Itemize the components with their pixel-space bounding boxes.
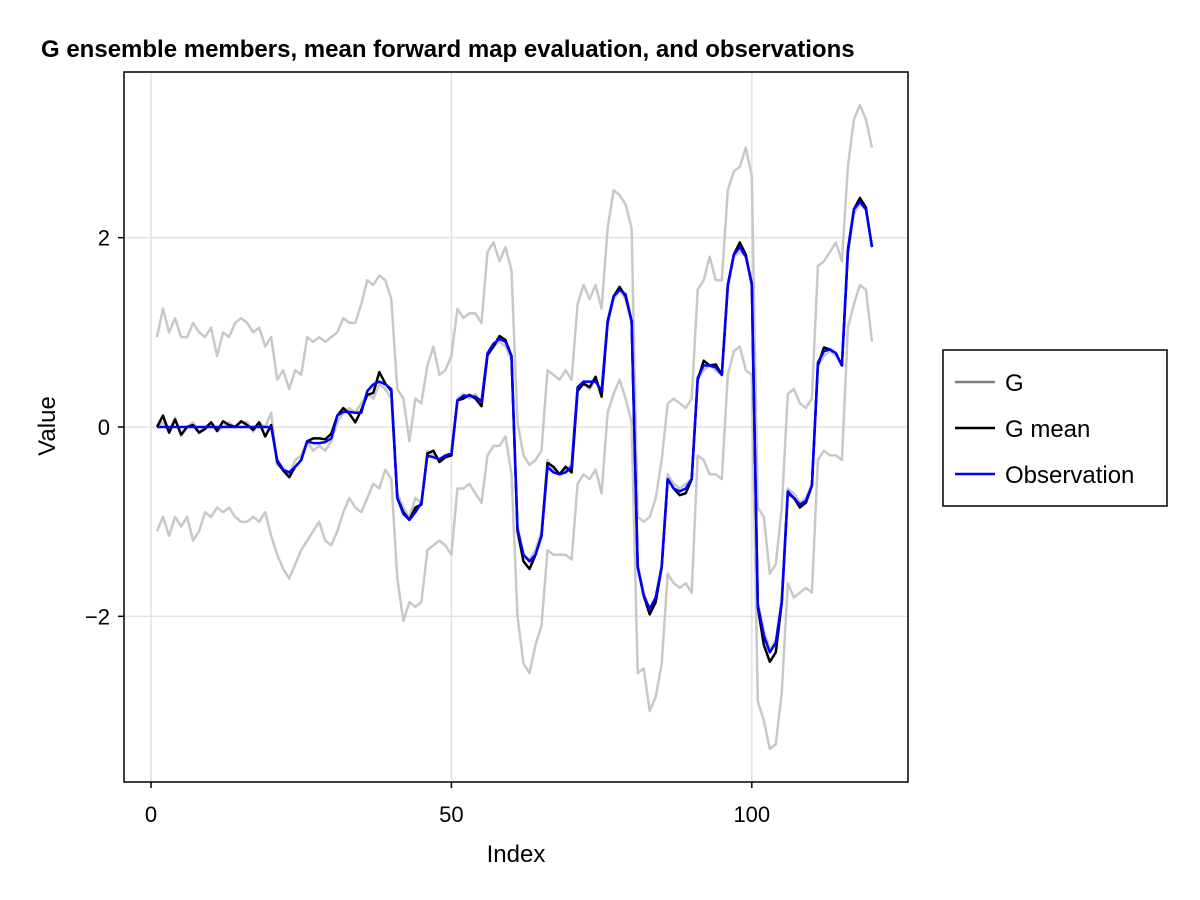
legend-item-observation-label: Observation	[1005, 462, 1134, 489]
y-tick-label: 2	[98, 226, 110, 251]
series-line-observation	[157, 200, 874, 654]
x-tick-label: 100	[733, 802, 770, 827]
y-axis-label: Value	[34, 396, 61, 456]
x-axis: 0 50 100	[145, 782, 770, 827]
legend-item-g-label: G	[1005, 370, 1024, 397]
y-tick-label: −2	[85, 604, 110, 629]
plot-area	[155, 103, 874, 751]
series-line-g	[155, 103, 874, 575]
legend-box	[942, 349, 1168, 507]
legend-item-g-mean-label: G mean	[1005, 416, 1090, 443]
y-tick-label: 0	[98, 415, 110, 440]
x-tick-label: 50	[439, 802, 463, 827]
series-line-g	[155, 283, 874, 751]
legend: G G mean Observation	[942, 349, 1168, 507]
x-tick-label: 0	[145, 802, 157, 827]
chart-title: G ensemble members, mean forward map eva…	[41, 36, 855, 63]
y-axis: −2 0 2	[85, 226, 124, 629]
x-axis-label: Index	[487, 841, 546, 868]
